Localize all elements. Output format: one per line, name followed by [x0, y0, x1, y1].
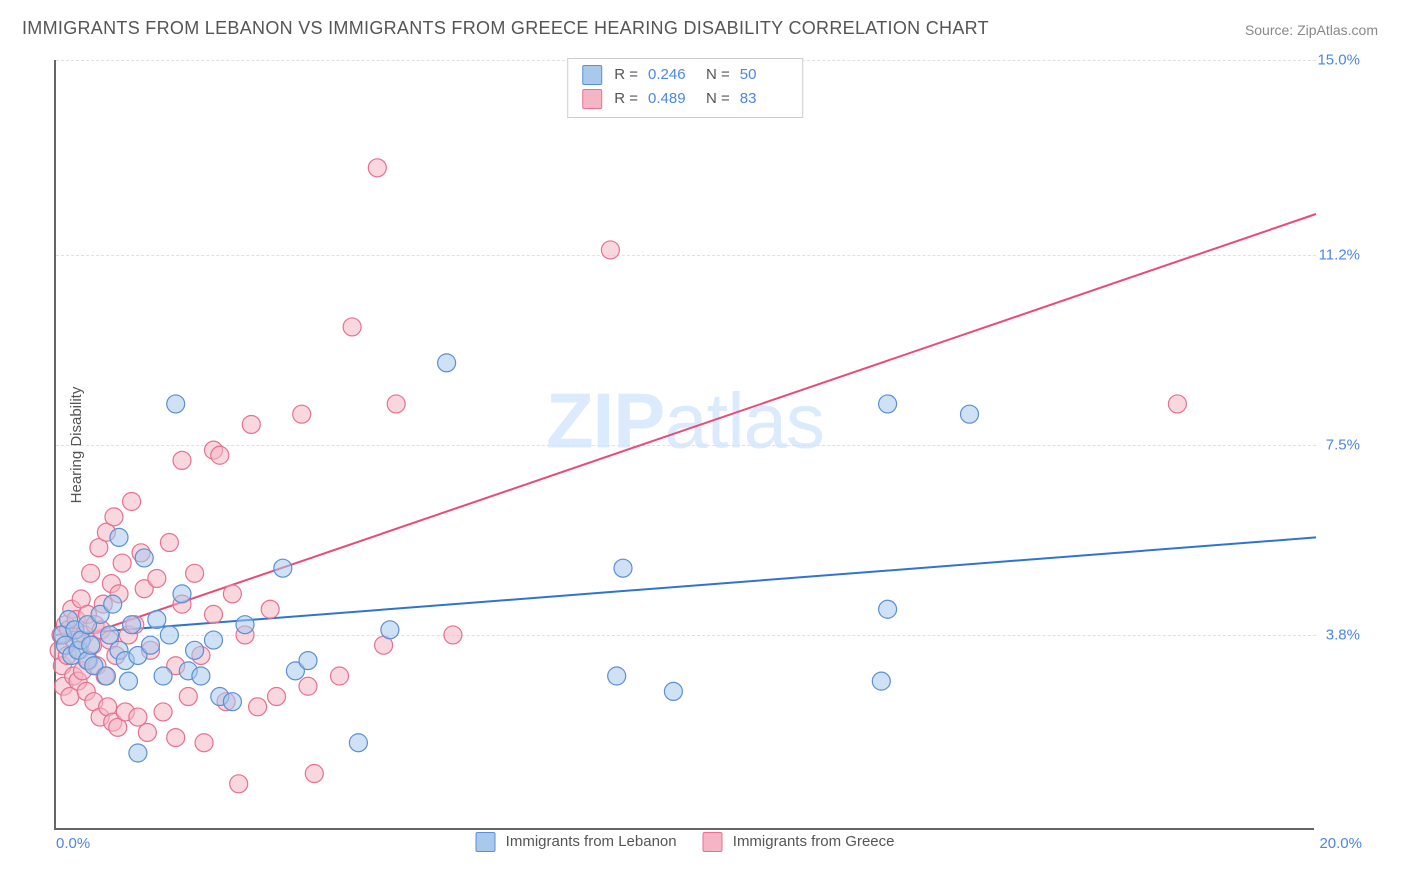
point-lebanon — [872, 672, 890, 690]
y-tick-label: 15.0% — [1316, 52, 1360, 69]
bottom-legend: Immigrants from Lebanon Immigrants from … — [476, 832, 895, 852]
point-lebanon — [97, 667, 115, 685]
point-lebanon — [349, 734, 367, 752]
point-greece — [601, 241, 619, 259]
point-lebanon — [205, 631, 223, 649]
point-lebanon — [110, 528, 128, 546]
point-lebanon — [438, 354, 456, 372]
point-lebanon — [173, 585, 191, 603]
point-lebanon — [101, 626, 119, 644]
stat-r-label: R = — [614, 87, 638, 111]
point-lebanon — [664, 682, 682, 700]
point-greece — [1168, 395, 1186, 413]
point-greece — [82, 564, 100, 582]
point-greece — [242, 415, 260, 433]
point-lebanon — [299, 652, 317, 670]
point-greece — [138, 723, 156, 741]
point-lebanon — [142, 636, 160, 654]
stat-r-label: R = — [614, 63, 638, 87]
point-greece — [299, 677, 317, 695]
scatter-points — [56, 60, 1316, 830]
point-greece — [148, 569, 166, 587]
point-greece — [223, 585, 241, 603]
point-lebanon — [274, 559, 292, 577]
point-greece — [113, 554, 131, 572]
point-lebanon — [167, 395, 185, 413]
swatch-greece — [703, 832, 723, 852]
stats-row-greece: R = 0.489 N = 83 — [582, 87, 788, 111]
chart-area: Hearing Disability ZIPatlas 3.8%7.5%11.2… — [54, 60, 1362, 830]
point-greece — [368, 159, 386, 177]
point-greece — [173, 451, 191, 469]
plot-region: ZIPatlas 3.8%7.5%11.2%15.0% R = 0.246 N … — [54, 60, 1314, 830]
point-greece — [167, 729, 185, 747]
point-lebanon — [961, 405, 979, 423]
point-lebanon — [608, 667, 626, 685]
point-greece — [205, 605, 223, 623]
point-greece — [129, 708, 147, 726]
point-lebanon — [223, 693, 241, 711]
point-greece — [105, 508, 123, 526]
stats-legend: R = 0.246 N = 50 R = 0.489 N = 83 — [567, 58, 803, 118]
chart-title: IMMIGRANTS FROM LEBANON VS IMMIGRANTS FR… — [22, 18, 989, 39]
point-lebanon — [154, 667, 172, 685]
point-greece — [261, 600, 279, 618]
point-greece — [160, 534, 178, 552]
stat-n-lebanon: 50 — [740, 63, 788, 87]
point-lebanon — [381, 621, 399, 639]
legend-label-lebanon: Immigrants from Lebanon — [506, 833, 677, 850]
point-greece — [343, 318, 361, 336]
chart-root: IMMIGRANTS FROM LEBANON VS IMMIGRANTS FR… — [0, 0, 1406, 892]
stat-n-label: N = — [706, 87, 730, 111]
point-lebanon — [160, 626, 178, 644]
point-lebanon — [236, 616, 254, 634]
point-greece — [230, 775, 248, 793]
stat-r-lebanon: 0.246 — [648, 63, 696, 87]
point-lebanon — [148, 611, 166, 629]
x-axis-max-label: 20.0% — [1319, 835, 1362, 852]
point-lebanon — [104, 595, 122, 613]
point-lebanon — [119, 672, 137, 690]
legend-label-greece: Immigrants from Greece — [733, 833, 895, 850]
swatch-lebanon — [476, 832, 496, 852]
source-label: Source: ZipAtlas.com — [1245, 22, 1378, 38]
point-lebanon — [135, 549, 153, 567]
point-greece — [293, 405, 311, 423]
point-lebanon — [123, 616, 141, 634]
point-lebanon — [879, 395, 897, 413]
legend-item-greece: Immigrants from Greece — [703, 832, 895, 852]
swatch-lebanon — [582, 65, 602, 85]
point-greece — [179, 688, 197, 706]
point-greece — [186, 564, 204, 582]
point-greece — [331, 667, 349, 685]
point-greece — [444, 626, 462, 644]
legend-item-lebanon: Immigrants from Lebanon — [476, 832, 677, 852]
point-greece — [154, 703, 172, 721]
stat-n-label: N = — [706, 63, 730, 87]
y-tick-label: 3.8% — [1316, 626, 1360, 643]
stat-r-greece: 0.489 — [648, 87, 696, 111]
point-lebanon — [192, 667, 210, 685]
stats-row-lebanon: R = 0.246 N = 50 — [582, 63, 788, 87]
point-greece — [387, 395, 405, 413]
point-lebanon — [614, 559, 632, 577]
point-greece — [268, 688, 286, 706]
point-lebanon — [879, 600, 897, 618]
stat-n-greece: 83 — [740, 87, 788, 111]
point-lebanon — [129, 744, 147, 762]
point-lebanon — [186, 641, 204, 659]
y-tick-label: 7.5% — [1316, 437, 1360, 454]
point-greece — [123, 492, 141, 510]
swatch-greece — [582, 89, 602, 109]
point-greece — [195, 734, 213, 752]
point-greece — [211, 446, 229, 464]
point-greece — [305, 765, 323, 783]
point-greece — [249, 698, 267, 716]
point-lebanon — [82, 636, 100, 654]
y-tick-label: 11.2% — [1316, 247, 1360, 264]
x-axis-min-label: 0.0% — [56, 835, 90, 852]
